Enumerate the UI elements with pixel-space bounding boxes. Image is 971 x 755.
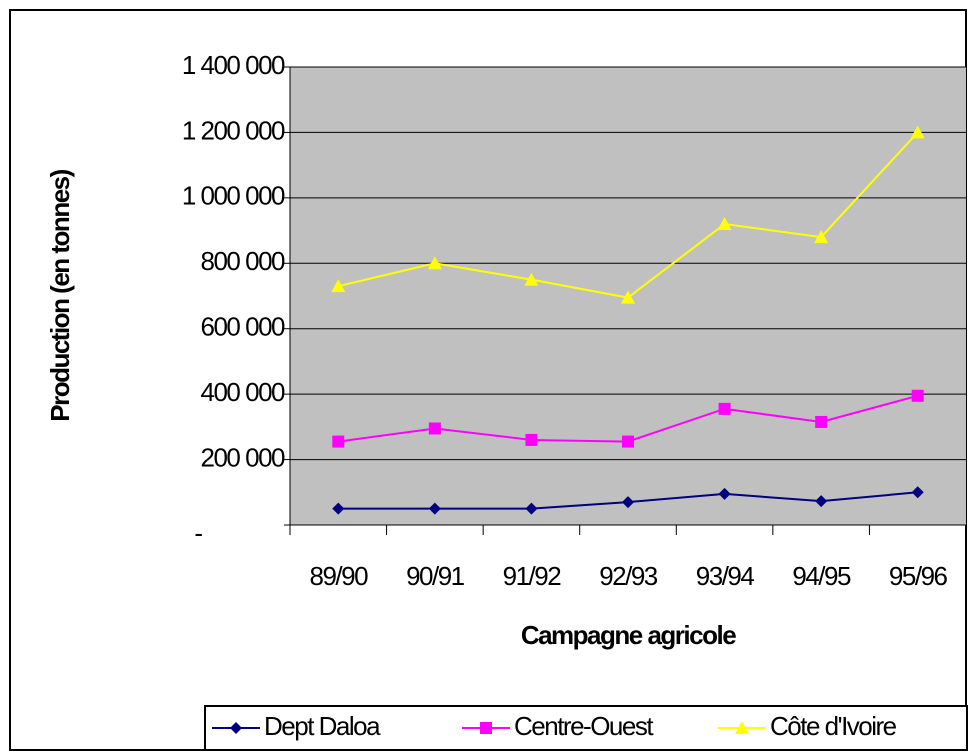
x-tick-label: 91/92: [503, 561, 562, 591]
marker: [525, 433, 538, 446]
legend-box: [204, 705, 968, 751]
marker: [911, 486, 924, 499]
legend-marker: [480, 722, 492, 734]
marker: [332, 502, 345, 515]
x-tick-label: 89/90: [309, 561, 368, 591]
y-tick-label: 1 400 000: [182, 50, 285, 80]
legend-marker: [735, 721, 749, 734]
legend-marker: [230, 722, 242, 734]
y-tick-label: -: [194, 518, 202, 548]
marker: [718, 402, 731, 415]
x-axis-title: Campagne agricole: [521, 620, 736, 650]
marker: [814, 230, 829, 244]
legend-label: Côte d'Ivoire: [770, 711, 897, 741]
marker: [621, 290, 635, 304]
x-tick-label: 93/94: [696, 561, 755, 591]
y-tick-label: 400 000: [201, 377, 286, 407]
y-tick-label: 1 000 000: [182, 181, 285, 211]
x-tick-label: 95/96: [889, 561, 948, 591]
marker: [815, 495, 828, 508]
marker: [427, 256, 442, 270]
x-tick-label: 90/91: [406, 561, 465, 591]
legend: Dept Daloa Centre-Ouest Côte d'Ivoire: [204, 705, 968, 751]
y-tick-label: 200 000: [201, 442, 286, 472]
marker: [331, 279, 346, 293]
marker: [622, 435, 634, 448]
marker: [332, 435, 345, 448]
marker: [428, 502, 441, 515]
y-tick-label: 800 000: [201, 246, 286, 276]
legend-label: Dept Daloa: [264, 711, 381, 741]
y-tick-label: 1 200 000: [182, 115, 285, 145]
marker: [525, 502, 538, 515]
x-tick-label: 92/93: [599, 561, 658, 591]
y-tick-label: 600 000: [201, 312, 286, 342]
marker: [911, 389, 924, 402]
marker: [622, 496, 634, 509]
x-tick-label: 94/95: [792, 561, 851, 591]
y-axis-title: Production (en tonnes): [45, 169, 75, 421]
marker: [428, 422, 441, 435]
marker: [910, 125, 925, 139]
marker: [524, 272, 539, 286]
legend-label: Centre-Ouest: [514, 711, 654, 741]
marker: [717, 217, 732, 231]
marker: [815, 415, 828, 428]
marker: [718, 487, 731, 500]
